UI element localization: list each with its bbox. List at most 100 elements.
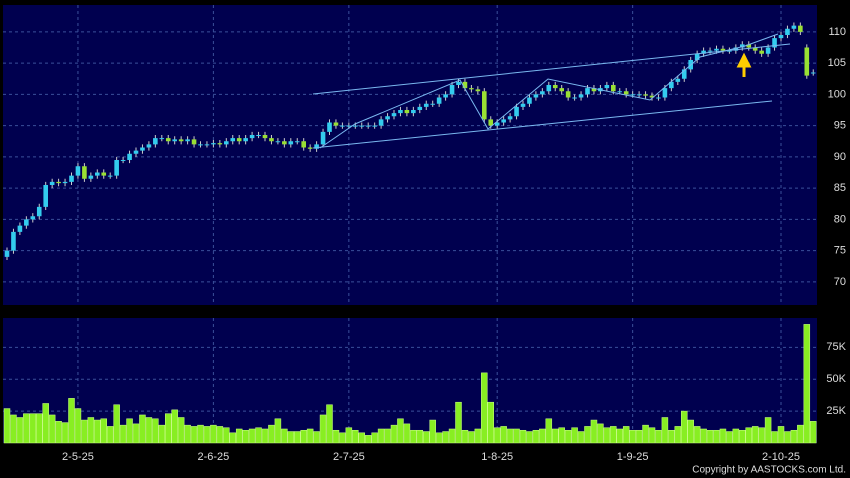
volume-bar — [526, 431, 533, 444]
candle-body — [301, 141, 306, 148]
volume-bar — [268, 424, 275, 444]
candle-body — [552, 85, 558, 89]
candle-body — [436, 97, 442, 104]
volume-bar — [468, 431, 475, 444]
volume-bar — [300, 429, 307, 444]
volume-bar — [139, 414, 146, 444]
candle-body — [675, 78, 681, 82]
candle-body — [482, 91, 487, 120]
candle-body — [243, 138, 248, 142]
candle-body — [514, 106, 519, 117]
volume-bar — [61, 422, 69, 444]
volume-bar — [635, 429, 643, 444]
volume-bar — [558, 427, 565, 444]
volume-bar — [435, 432, 443, 444]
volume-bar — [713, 429, 720, 444]
volume-bar — [203, 426, 211, 444]
volume-bar — [577, 431, 585, 444]
candle-body — [617, 91, 623, 93]
y-tick-label: 25K — [826, 405, 846, 417]
volume-bar — [29, 413, 37, 444]
volume-bar — [332, 429, 340, 444]
volume-bar — [539, 428, 546, 444]
volume-bar — [461, 429, 469, 444]
volume-bar — [397, 418, 404, 444]
candle-body — [649, 95, 655, 98]
volume-bar — [177, 417, 185, 444]
candle-body — [740, 44, 745, 48]
candle-body — [417, 106, 423, 110]
candle-body — [662, 88, 668, 98]
volume-bar — [687, 419, 694, 444]
candle-body — [804, 47, 810, 76]
candle-body — [527, 97, 532, 104]
volume-bar — [648, 427, 656, 444]
candle-body — [82, 166, 87, 179]
candle-body — [720, 48, 726, 51]
volume-bar — [629, 429, 636, 444]
volume-bar — [726, 431, 733, 444]
candle-body — [604, 85, 610, 89]
candle-body — [785, 28, 790, 35]
volume-bar — [777, 426, 785, 444]
candle-body — [101, 172, 107, 176]
trend-lines — [312, 33, 791, 149]
volume-bar — [132, 423, 140, 444]
volume-bar — [10, 414, 17, 444]
volume-bar — [197, 424, 204, 444]
volume-bar — [745, 427, 752, 444]
volume-bar — [261, 428, 269, 444]
volume-bar — [661, 417, 669, 444]
candle-body — [778, 35, 784, 39]
candle-body — [140, 147, 145, 151]
volume-bar — [500, 426, 507, 444]
candle-body — [288, 141, 294, 145]
volume-bar — [23, 413, 30, 444]
candle-body — [159, 138, 165, 140]
candle-body — [585, 88, 590, 95]
candle-body — [456, 81, 461, 85]
volume-bar — [693, 426, 701, 444]
volume-bar — [403, 423, 411, 444]
volume-bar — [610, 426, 617, 444]
candle-body — [172, 139, 177, 142]
volume-bar — [706, 429, 714, 444]
candle-body — [211, 143, 216, 145]
volume-bar — [771, 431, 778, 444]
candle-body — [320, 131, 326, 145]
x-tick-label: 1-9-25 — [617, 451, 649, 463]
candle-body — [153, 138, 158, 145]
volume-bar — [242, 429, 249, 444]
candle-body — [630, 94, 635, 96]
volume-bar — [352, 429, 359, 444]
volume-bar — [377, 428, 385, 444]
candle-body — [694, 53, 700, 60]
volume-bar — [506, 428, 514, 444]
volume-bar — [113, 404, 120, 444]
candle-body — [114, 160, 119, 176]
candle-body — [120, 160, 126, 161]
candle-body — [88, 175, 94, 179]
volume-bar — [42, 403, 49, 444]
y-tick-label: 80 — [834, 213, 846, 225]
volume-bar — [229, 432, 236, 444]
candle-body — [572, 97, 577, 99]
y-tick-label: 100 — [828, 88, 846, 100]
candle-body — [307, 147, 313, 149]
candle-body — [353, 125, 358, 127]
candle-body — [62, 181, 68, 184]
candle-body — [146, 144, 152, 148]
candle-body — [191, 139, 197, 145]
candle-body — [340, 125, 345, 127]
volume-bar — [410, 429, 417, 444]
y-tick-label: 50K — [826, 373, 846, 385]
candle-body — [520, 103, 526, 107]
volume-bar — [145, 417, 153, 444]
candle-body — [43, 185, 48, 207]
candle-body — [398, 110, 403, 114]
candle-body — [469, 88, 474, 90]
y-tick-label: 70 — [834, 276, 846, 288]
candle-body — [69, 175, 74, 182]
volume-bar — [106, 426, 114, 444]
